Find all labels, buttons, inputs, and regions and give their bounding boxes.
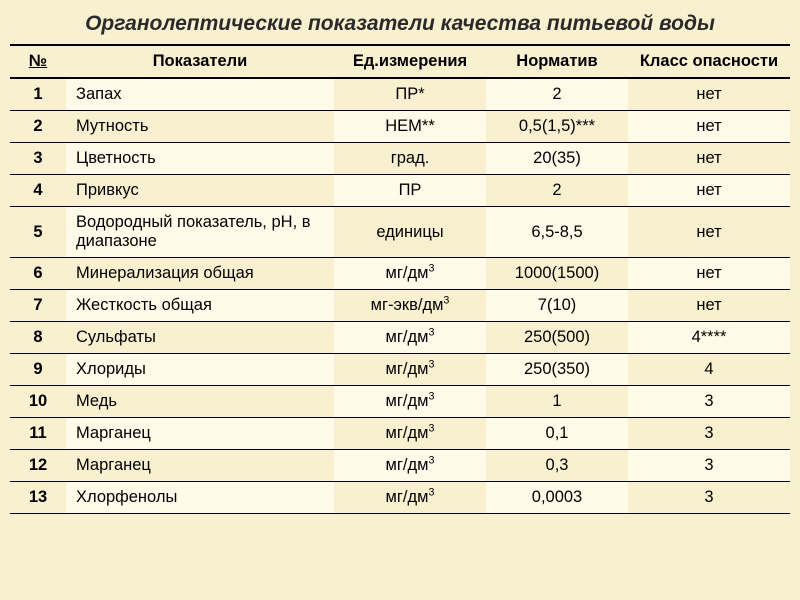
unit-cell: мг/дм3: [334, 258, 486, 290]
row-number: 6: [10, 258, 66, 290]
table-row: 8Сульфатымг/дм3250(500)4****: [10, 322, 790, 354]
row-number: 1: [10, 78, 66, 111]
indicator-name: Медь: [66, 386, 334, 418]
table-row: 7Жесткость общаямг-экв/дм37(10)нет: [10, 290, 790, 322]
unit-cell: мг/дм3: [334, 482, 486, 514]
header-num: №: [10, 45, 66, 78]
table-row: 9Хлоридымг/дм3250(350)4: [10, 354, 790, 386]
norm-cell: 1000(1500): [486, 258, 628, 290]
header-norm: Норматив: [486, 45, 628, 78]
norm-cell: 1: [486, 386, 628, 418]
row-number: 2: [10, 111, 66, 143]
unit-cell: мг/дм3: [334, 386, 486, 418]
table-row: 1ЗапахПР*2нет: [10, 78, 790, 111]
norm-cell: 250(500): [486, 322, 628, 354]
table-row: 13Хлорфенолымг/дм30,00033: [10, 482, 790, 514]
unit-cell: мг-экв/дм3: [334, 290, 486, 322]
row-number: 12: [10, 450, 66, 482]
indicator-name: Сульфаты: [66, 322, 334, 354]
unit-cell: ПР: [334, 175, 486, 207]
norm-cell: 6,5-8,5: [486, 207, 628, 258]
row-number: 9: [10, 354, 66, 386]
danger-class-cell: 3: [628, 386, 790, 418]
page-title: Органолептические показатели качества пи…: [10, 12, 790, 36]
row-number: 11: [10, 418, 66, 450]
table-row: 5Водородный показатель, pH, в диапазонее…: [10, 207, 790, 258]
header-danger: Класс опасности: [628, 45, 790, 78]
unit-cell: мг/дм3: [334, 322, 486, 354]
norm-cell: 0,3: [486, 450, 628, 482]
danger-class-cell: нет: [628, 143, 790, 175]
row-number: 5: [10, 207, 66, 258]
row-number: 4: [10, 175, 66, 207]
indicator-name: Запах: [66, 78, 334, 111]
table-row: 12Марганецмг/дм30,33: [10, 450, 790, 482]
danger-class-cell: 4: [628, 354, 790, 386]
norm-cell: 250(350): [486, 354, 628, 386]
table-row: 11Марганецмг/дм30,13: [10, 418, 790, 450]
header-name: Показатели: [66, 45, 334, 78]
indicator-name: Хлориды: [66, 354, 334, 386]
indicator-name: Минерализация общая: [66, 258, 334, 290]
danger-class-cell: 3: [628, 450, 790, 482]
unit-cell: мг/дм3: [334, 418, 486, 450]
indicator-name: Жесткость общая: [66, 290, 334, 322]
unit-cell: ПР*: [334, 78, 486, 111]
danger-class-cell: 4****: [628, 322, 790, 354]
norm-cell: 20(35): [486, 143, 628, 175]
table-row: 2МутностьНЕМ**0,5(1,5)***нет: [10, 111, 790, 143]
norm-cell: 0,0003: [486, 482, 628, 514]
indicator-name: Марганец: [66, 450, 334, 482]
norm-cell: 0,5(1,5)***: [486, 111, 628, 143]
row-number: 10: [10, 386, 66, 418]
norm-cell: 2: [486, 175, 628, 207]
indicator-name: Марганец: [66, 418, 334, 450]
norm-cell: 7(10): [486, 290, 628, 322]
indicator-name: Мутность: [66, 111, 334, 143]
table-row: 3Цветностьград.20(35)нет: [10, 143, 790, 175]
indicator-name: Водородный показатель, pH, в диапазоне: [66, 207, 334, 258]
unit-cell: НЕМ**: [334, 111, 486, 143]
indicator-name: Цветность: [66, 143, 334, 175]
norm-cell: 0,1: [486, 418, 628, 450]
row-number: 3: [10, 143, 66, 175]
header-row: № Показатели Ед.измерения Норматив Класс…: [10, 45, 790, 78]
danger-class-cell: 3: [628, 418, 790, 450]
unit-cell: мг/дм3: [334, 354, 486, 386]
unit-cell: единицы: [334, 207, 486, 258]
row-number: 7: [10, 290, 66, 322]
indicator-name: Хлорфенолы: [66, 482, 334, 514]
norm-cell: 2: [486, 78, 628, 111]
danger-class-cell: нет: [628, 258, 790, 290]
header-unit: Ед.измерения: [334, 45, 486, 78]
danger-class-cell: нет: [628, 290, 790, 322]
danger-class-cell: нет: [628, 207, 790, 258]
danger-class-cell: нет: [628, 111, 790, 143]
table-row: 4ПривкусПР2нет: [10, 175, 790, 207]
quality-table: № Показатели Ед.измерения Норматив Класс…: [10, 44, 790, 514]
danger-class-cell: нет: [628, 78, 790, 111]
unit-cell: мг/дм3: [334, 450, 486, 482]
unit-cell: град.: [334, 143, 486, 175]
danger-class-cell: нет: [628, 175, 790, 207]
table-row: 6Минерализация общаямг/дм31000(1500)нет: [10, 258, 790, 290]
row-number: 13: [10, 482, 66, 514]
indicator-name: Привкус: [66, 175, 334, 207]
danger-class-cell: 3: [628, 482, 790, 514]
table-row: 10Медьмг/дм313: [10, 386, 790, 418]
row-number: 8: [10, 322, 66, 354]
